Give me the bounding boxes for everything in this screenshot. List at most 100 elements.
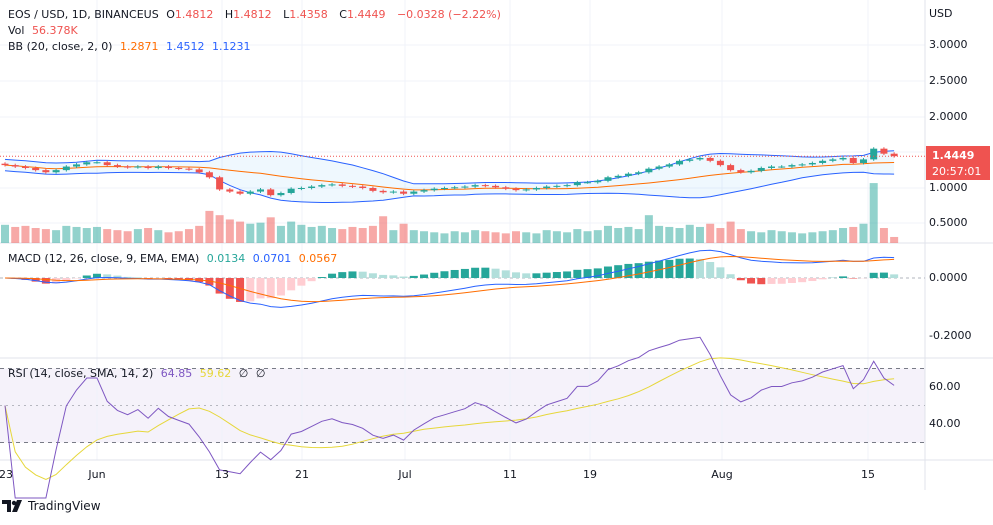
volume-bar [31,228,40,243]
volume-bar [154,230,163,243]
volume-bar [849,226,858,243]
candle-body [778,166,786,168]
macd-histogram-bar [787,278,796,283]
volume-bar [276,225,285,243]
macd-histogram-bar [839,276,848,278]
macd-histogram-bar [358,271,367,278]
volume-bar [481,231,490,243]
macd-histogram-bar [328,273,337,278]
candle-body [839,157,847,160]
macd-histogram-bar [808,278,817,282]
candle-body [716,160,724,166]
macd-histogram-bar [317,277,326,278]
volume-bar [317,225,326,243]
candle-body [859,159,867,163]
volume-bar [512,231,520,243]
volume-bar [307,226,316,243]
macd-histogram-bar [440,271,449,278]
volume-bar [655,225,664,243]
volume-bar [798,233,807,243]
rsi-label[interactable]: RSI (14, close, SMA, 14, 2) [8,367,154,380]
candle-body [154,166,162,168]
open-value: 1.4812 [174,8,214,21]
macd-histogram-bar [869,272,878,278]
macd-histogram-bar [890,274,899,278]
symbol-name[interactable]: EOS / USD, 1D, BINANCEUS [8,8,159,21]
tradingview-logo[interactable]: TradingView [2,499,101,513]
macd-histogram-bar [879,272,888,278]
candle-body [205,172,213,178]
open-label: O [166,8,175,21]
volume-bar [583,231,592,243]
volume-bar [225,219,234,243]
low-label: L [283,8,290,21]
volume-bar [256,222,265,243]
volume-bar [736,229,745,243]
macd-histogram-bar [379,274,388,278]
macd-histogram-bar [41,278,50,284]
symbol-legend: EOS / USD, 1D, BINANCEUS O1.4812 H1.4812… [8,8,505,21]
volume-bar [522,232,531,243]
candle-body [175,167,183,169]
volume-bar [133,229,142,243]
volume-bar [501,233,510,243]
volume-bar [634,229,643,243]
macd-histogram-bar [726,274,735,278]
macd-histogram-bar [389,275,398,278]
macd-histogram-bar [399,276,408,278]
candle-body [665,164,673,167]
candle-body [481,185,489,187]
rsi-value: 64.85 [160,367,193,380]
bb-label[interactable]: BB (20, close, 2, 0) [8,40,113,53]
macd-label[interactable]: MACD (12, 26, close, 9, EMA, EMA) [8,252,200,265]
macd-hist-value: 0.0134 [206,252,246,265]
currency-label[interactable]: USD [929,7,953,20]
candle-body [604,177,612,181]
bb-legend: BB (20, close, 2, 0) 1.2871 1.4512 1.123… [8,40,254,53]
volume-legend: Vol 56.378K [8,24,82,37]
candle-body [798,164,806,166]
close-label: C [339,8,347,21]
volume-bar [839,228,848,243]
volume-bar [563,232,572,243]
macd-histogram-bar [603,266,612,278]
candle-body [267,189,275,196]
volume-bar [890,236,899,243]
volume-bar [287,221,296,243]
candle-body [706,157,714,161]
volume-bar [777,231,786,243]
volume-bar [726,221,735,243]
macd-histogram-bar [62,278,71,282]
candle-body [430,188,438,191]
volume-bar [879,228,888,243]
volume-bar [338,229,347,243]
macd-histogram-bar [542,272,551,278]
candle-body [686,159,694,161]
macd-histogram-bar [532,273,541,278]
candle-body [573,182,581,186]
volume-bar [624,226,633,243]
volume-bar [787,232,796,243]
volume-bar [430,232,439,243]
candle-body [512,188,520,191]
candle-body [440,188,448,189]
candle-body [379,190,387,193]
volume-bar [11,226,20,243]
macd-histogram-bar [215,278,224,294]
macd-histogram-bar [450,269,459,278]
macd-histogram-bar [634,263,643,278]
rsi-axis-label: 60.00 [929,380,961,393]
time-axis-label: 13 [215,468,229,481]
volume-bar [215,215,224,243]
rsi-ma-value: 59.62 [199,367,232,380]
volume-bar [389,230,398,243]
candle-body [236,191,244,194]
candle-body [747,170,755,173]
candle-body [880,148,888,154]
volume-label[interactable]: Vol [8,24,25,37]
candle-body [410,191,418,194]
bb-lower-line [4,170,895,203]
candle-body [113,165,121,167]
candle-body [471,185,479,187]
